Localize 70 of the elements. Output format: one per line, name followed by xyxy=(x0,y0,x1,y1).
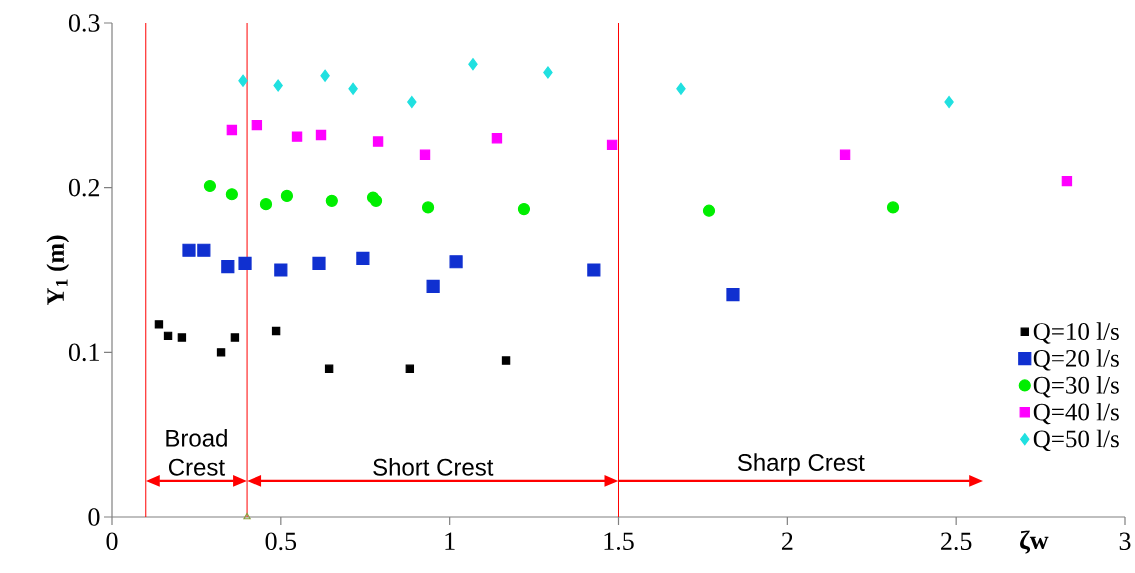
point xyxy=(320,69,330,82)
point xyxy=(221,260,235,274)
point xyxy=(587,263,601,277)
y-tick-label: 0.1 xyxy=(68,343,99,362)
point xyxy=(271,326,281,336)
point xyxy=(238,74,248,87)
annotation: Sharp Crest xyxy=(737,453,865,476)
point xyxy=(230,333,240,342)
point xyxy=(421,201,435,214)
point xyxy=(449,255,463,269)
x-tick-label: 3 xyxy=(1119,532,1131,550)
point xyxy=(726,288,740,302)
point xyxy=(226,124,238,136)
x-tick-label: 0.5 xyxy=(265,532,297,551)
x-tick-label: 2.5 xyxy=(941,532,972,551)
point xyxy=(177,333,187,342)
point xyxy=(197,243,211,257)
point xyxy=(491,133,503,144)
point xyxy=(839,149,851,160)
point xyxy=(182,243,196,257)
point xyxy=(291,131,303,142)
point xyxy=(243,512,251,520)
legend-label: Q=20 l/s xyxy=(1033,349,1119,371)
point xyxy=(348,82,358,95)
point xyxy=(426,279,440,294)
point xyxy=(356,251,370,266)
y-tick-label: 0 xyxy=(88,508,100,526)
point xyxy=(203,179,217,193)
point xyxy=(154,320,164,329)
point xyxy=(944,95,954,109)
annotation: Short Crest xyxy=(373,458,494,476)
legend-label: Q=40 l/s xyxy=(1033,402,1119,425)
point xyxy=(372,136,384,147)
point xyxy=(606,139,618,151)
point xyxy=(280,189,294,202)
point xyxy=(216,348,226,357)
point xyxy=(517,202,531,216)
point xyxy=(273,79,283,92)
x-tick-label: 2 xyxy=(781,532,793,550)
legend-label: Q=50 l/s xyxy=(1033,429,1119,452)
point xyxy=(886,201,900,214)
point xyxy=(1061,175,1073,187)
point xyxy=(259,198,273,211)
point xyxy=(312,256,326,271)
x-axis-title: ζw xyxy=(1020,530,1049,554)
point xyxy=(405,364,415,373)
x-tick-label: 1.5 xyxy=(604,532,634,551)
point xyxy=(274,263,288,277)
y-tick-label: 0.2 xyxy=(68,178,100,197)
point xyxy=(419,149,431,160)
point xyxy=(251,119,263,131)
point xyxy=(225,188,238,201)
y-axis-title: Y$_{1}$ (m) xyxy=(46,235,70,306)
point xyxy=(163,331,173,341)
point xyxy=(702,204,716,217)
legend-label: Q=30 l/s xyxy=(1033,376,1119,398)
point xyxy=(407,95,417,109)
point xyxy=(468,58,478,71)
x-tick-label: 0 xyxy=(106,532,118,551)
x-tick-label: 1 xyxy=(445,532,455,550)
point xyxy=(315,129,327,141)
point xyxy=(676,82,686,95)
point xyxy=(325,194,338,207)
point xyxy=(238,256,252,271)
point xyxy=(501,356,511,365)
point xyxy=(324,364,334,373)
point xyxy=(543,66,553,79)
legend-label: Q=10 l/s xyxy=(1033,322,1119,344)
annotation: Broad Crest xyxy=(166,429,227,476)
y-tick-label: 0.3 xyxy=(68,14,100,32)
